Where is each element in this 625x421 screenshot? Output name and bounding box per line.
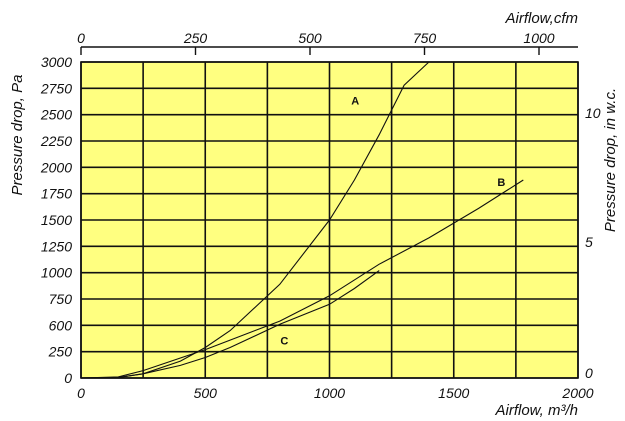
x-tick-label: 0 — [77, 385, 85, 401]
y-tick-label: 3000 — [41, 54, 72, 70]
curve-c — [80, 270, 380, 379]
y-tick-label: 1250 — [41, 238, 72, 254]
curve-label-c: C — [280, 335, 288, 347]
tick-labels: 0 500 1000 1500 2000 0 250 500 750 1000 0 250 600 750… — [40, 30, 601, 401]
x-tick-label: 2000 — [561, 385, 593, 401]
top-axis-label: Airflow,cfm — [504, 10, 578, 27]
x-axis-label: Airflow, m³/h — [494, 402, 578, 419]
y-tick-label: 2000 — [40, 159, 72, 175]
top-x-tick-label: 750 — [413, 30, 437, 46]
curve-label-b: B — [497, 177, 505, 189]
y-tick-label: 1500 — [41, 212, 72, 228]
y-tick-label: 1750 — [41, 186, 72, 202]
x-tick-label: 1500 — [438, 385, 469, 401]
curve-b — [80, 179, 524, 379]
y-tick-label: 750 — [49, 291, 73, 307]
top-x-tick-label: 250 — [183, 30, 208, 46]
y-right-tick-label: 10 — [585, 105, 601, 121]
y-tick-label: 2500 — [40, 107, 72, 123]
y-right-tick-label: 5 — [585, 234, 593, 250]
x-tick-label: 500 — [194, 385, 218, 401]
y-tick-label: 2750 — [40, 80, 72, 96]
x-tick-label: 1000 — [314, 385, 345, 401]
curve-label-a: A — [351, 96, 359, 108]
y-right-tick-label: 0 — [585, 365, 593, 381]
grid — [80, 46, 579, 379]
y-tick-label: 600 — [49, 317, 73, 333]
y-tick-label: 250 — [48, 344, 73, 360]
curves: A B C — [80, 61, 524, 379]
y-tick-label: 2250 — [40, 133, 72, 149]
top-x-tick-label: 1000 — [523, 30, 554, 46]
y-right-axis-label: Pressure drop, in w.c. — [602, 88, 619, 232]
y-tick-label: 0 — [64, 370, 72, 386]
y-axis-label: Pressure drop, Pa — [9, 75, 26, 196]
top-x-tick-label: 0 — [77, 30, 85, 46]
y-tick-label: 1000 — [41, 265, 72, 281]
top-x-tick-label: 500 — [298, 30, 322, 46]
